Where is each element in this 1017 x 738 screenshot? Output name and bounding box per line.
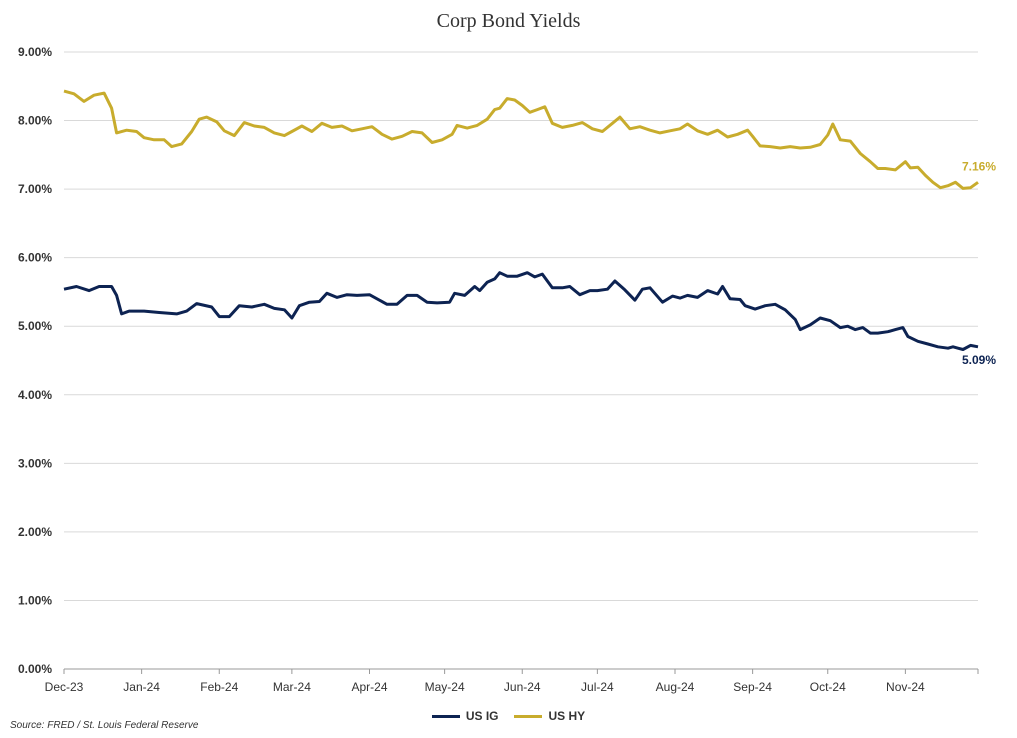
y-tick-label: 5.00% (18, 319, 52, 333)
series-line-us-ig (63, 271, 979, 351)
x-tick-label: Feb-24 (200, 680, 238, 694)
series-lines (63, 89, 979, 351)
x-tick-label: Nov-24 (886, 680, 925, 694)
gridlines (64, 51, 978, 601)
end-value-label: 5.09% (962, 353, 996, 367)
chart-title: Corp Bond Yields (436, 10, 581, 32)
x-tick-label: Sep-24 (733, 680, 772, 694)
y-tick-label: 9.00% (18, 45, 52, 59)
axes: 0.00% 1.00% 2.00% 3.00% 4.00% 5.00% 6.00% 7.00%… (18, 45, 979, 694)
legend-swatch-us-ig (431, 714, 460, 718)
x-tick-label: May-24 (425, 680, 465, 694)
legend-item-us-hy[interactable]: US HY (514, 709, 585, 723)
source-note: Source: FRED / St. Louis Federal Reserve (10, 720, 199, 731)
series-line-us-hy (63, 89, 979, 190)
y-tick-label: 0.00% (18, 662, 52, 676)
x-tick-label: Jan-24 (123, 680, 160, 694)
y-tick-label: 7.00% (18, 182, 52, 196)
y-tick-label: 6.00% (18, 251, 52, 265)
y-tick-label: 3.00% (18, 456, 52, 470)
x-tick-label: Aug-24 (656, 680, 695, 694)
legend-label-us-ig: US IG (465, 709, 499, 723)
legend: US IG US HY (0, 709, 1017, 723)
x-tick-label: Oct-24 (810, 680, 846, 694)
legend-swatch-us-hy (514, 714, 543, 718)
end-value-label: 7.16% (962, 159, 996, 173)
x-tick-label: Jun-24 (504, 680, 541, 694)
x-tick-label: Apr-24 (351, 680, 387, 694)
y-tick-label: 1.00% (18, 593, 52, 607)
y-tick-label: 4.00% (18, 388, 52, 402)
x-tick-label: Dec-23 (45, 680, 84, 694)
y-tick-label: 8.00% (18, 114, 52, 128)
x-tick-label: Mar-24 (273, 680, 311, 694)
x-tick-label: Jul-24 (581, 680, 614, 694)
end-labels: 5.09% 7.16% (962, 159, 996, 367)
legend-label-us-hy: US HY (548, 709, 586, 723)
legend-item-us-ig[interactable]: US IG (431, 709, 499, 723)
y-tick-label: 2.00% (18, 525, 52, 539)
